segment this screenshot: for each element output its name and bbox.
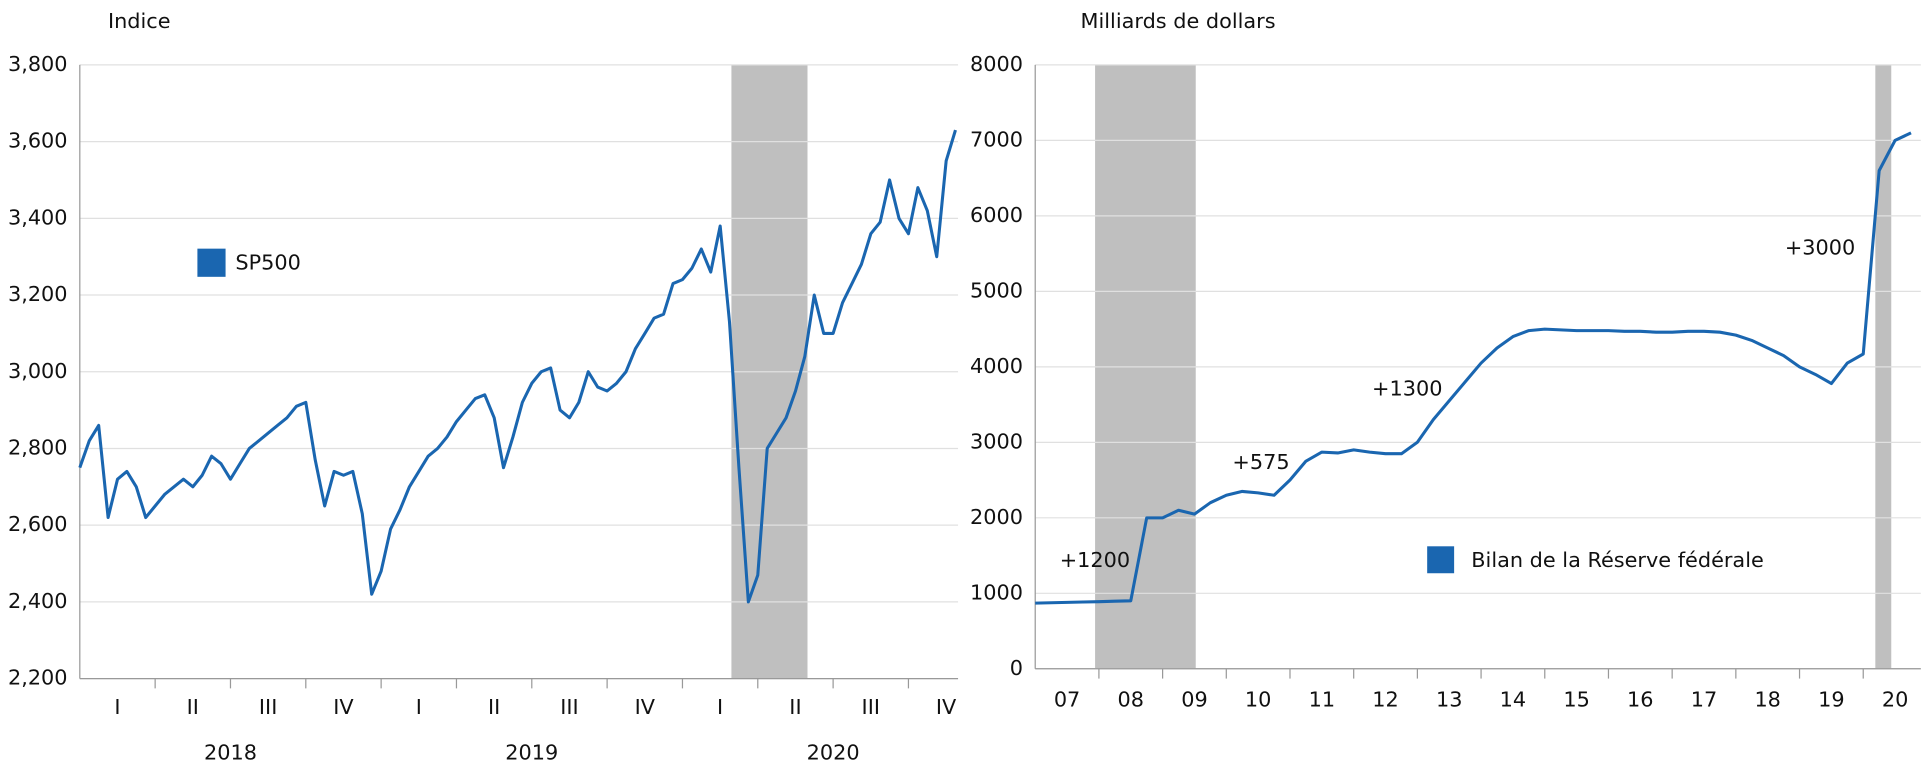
legend-label: SP500 <box>235 250 300 274</box>
x-tick-label: 08 <box>1118 688 1144 712</box>
x-tick-label: II <box>187 695 199 719</box>
y-tick-label: 3,600 <box>8 129 68 153</box>
x-group-label: 2019 <box>505 740 558 764</box>
x-tick-label: 10 <box>1245 688 1271 712</box>
annotation: +3000 <box>1785 236 1855 260</box>
x-tick-label: III <box>560 695 578 719</box>
annotation: +575 <box>1232 450 1289 474</box>
y-tick-label: 8000 <box>970 52 1023 76</box>
y-tick-label: 2,800 <box>8 435 68 459</box>
y-tick-label: 3,000 <box>8 359 68 383</box>
x-tick-label: IV <box>333 695 354 719</box>
legend-swatch <box>1427 546 1455 574</box>
y-axis-title: Milliards de dollars <box>1081 9 1276 33</box>
x-tick-label: I <box>416 695 422 719</box>
legend-label: Bilan de la Réserve fédérale <box>1471 548 1764 572</box>
y-tick-label: 2,200 <box>8 666 68 690</box>
x-tick-label: 15 <box>1563 688 1589 712</box>
x-tick-label: 19 <box>1818 688 1844 712</box>
x-tick-label: 07 <box>1054 688 1080 712</box>
legend-swatch <box>197 248 226 277</box>
x-tick-label: 20 <box>1882 688 1908 712</box>
x-tick-label: 18 <box>1754 688 1780 712</box>
x-tick-label: III <box>259 695 277 719</box>
y-tick-label: 6000 <box>970 203 1023 227</box>
y-tick-label: 2000 <box>970 505 1023 529</box>
x-tick-label: IV <box>936 695 957 719</box>
y-tick-label: 0 <box>1010 656 1023 680</box>
x-tick-label: 16 <box>1627 688 1653 712</box>
y-tick-label: 1000 <box>970 580 1023 604</box>
y-axis-title: Indice <box>108 9 171 33</box>
y-tick-label: 3,400 <box>8 205 68 229</box>
y-tick-label: 3000 <box>970 429 1023 453</box>
x-group-label: 2020 <box>807 740 860 764</box>
x-tick-label: I <box>717 695 723 719</box>
x-tick-label: II <box>488 695 500 719</box>
x-tick-label: III <box>862 695 880 719</box>
x-tick-label: 14 <box>1500 688 1526 712</box>
y-tick-label: 7000 <box>970 127 1023 151</box>
y-tick-label: 2,600 <box>8 512 68 536</box>
data-line <box>1035 131 1912 605</box>
x-tick-label: IV <box>635 695 656 719</box>
y-tick-label: 4000 <box>970 354 1023 378</box>
x-tick-label: 13 <box>1436 688 1462 712</box>
x-tick-label: 11 <box>1309 688 1335 712</box>
x-tick-label: 09 <box>1181 688 1207 712</box>
x-tick-label: 12 <box>1372 688 1398 712</box>
x-tick-label: 17 <box>1691 688 1717 712</box>
x-tick-label: II <box>789 695 801 719</box>
y-tick-label: 3,800 <box>8 52 68 76</box>
y-tick-label: 3,200 <box>8 282 68 306</box>
x-tick-label: I <box>114 695 120 719</box>
y-tick-label: 5000 <box>970 278 1023 302</box>
data-line <box>78 129 957 604</box>
annotation: +1200 <box>1060 548 1130 572</box>
annotation: +1300 <box>1372 377 1442 401</box>
y-tick-label: 2,400 <box>8 589 68 613</box>
x-group-label: 2018 <box>204 740 257 764</box>
